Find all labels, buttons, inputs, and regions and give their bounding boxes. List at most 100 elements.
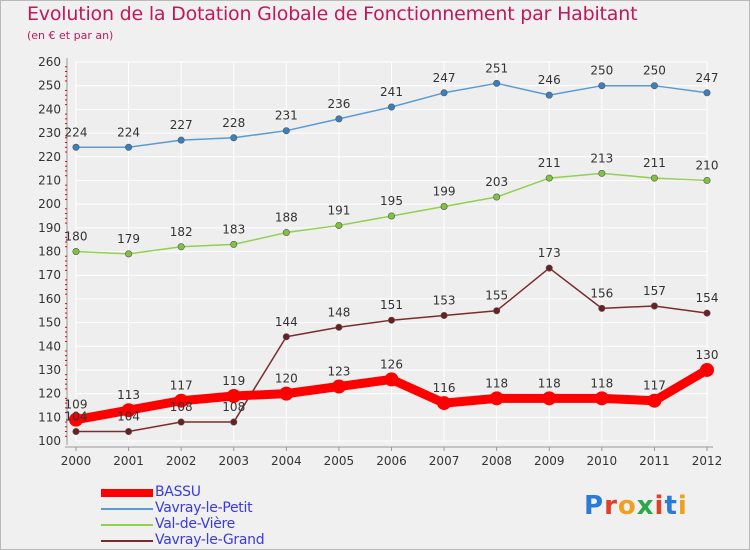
data-point-vavray-le-petit: [493, 79, 501, 87]
x-tick-label: 2006: [376, 454, 407, 468]
data-label-val-de-vi-re: 183: [222, 222, 245, 236]
chart-title: Evolution de la Dotation Globale de Fonc…: [27, 3, 638, 25]
data-label-vavray-le-grand: 173: [538, 246, 561, 260]
data-point-bassu: [226, 388, 241, 403]
data-label-bassu: 118: [538, 376, 561, 390]
legend-label: BASSU: [155, 484, 201, 500]
data-point-bassu: [331, 379, 346, 394]
logo-letter: r: [604, 491, 618, 521]
data-label-layer: 104 104 108 108 144 148 151 153 155 173 156 157 154 1…: [65, 61, 719, 423]
logo-letter: x: [636, 491, 655, 521]
chart-legend: BASSU Vavray-le-Petit Val-de-Vière Vavra…: [101, 484, 321, 549]
data-label-bassu: 126: [380, 357, 403, 371]
data-point-vavray-le-grand: [282, 333, 290, 341]
y-tick-label: 240: [38, 102, 61, 116]
data-label-vavray-le-grand: 156: [590, 286, 613, 300]
data-label-vavray-le-grand: 148: [327, 305, 350, 319]
data-point-val-de-vi-re: [335, 221, 343, 229]
data-label-val-de-vi-re: 182: [170, 225, 193, 239]
data-point-vavray-le-petit: [72, 143, 80, 151]
y-tick-label: 140: [38, 339, 61, 353]
data-point-val-de-vi-re: [598, 169, 606, 177]
data-point-vavray-le-petit: [387, 103, 395, 111]
data-label-bassu: 119: [222, 374, 245, 388]
data-label-val-de-vi-re: 199: [433, 184, 456, 198]
data-label-vavray-le-petit: 251: [485, 61, 508, 75]
data-label-vavray-le-petit: 228: [222, 116, 245, 130]
data-point-vavray-le-grand: [125, 428, 133, 436]
data-label-val-de-vi-re: 188: [275, 211, 298, 225]
data-label-vavray-le-grand: 154: [696, 291, 719, 305]
data-label-bassu: 117: [643, 379, 666, 393]
y-tick-label: 210: [38, 173, 61, 187]
x-tick-label: 2012: [692, 454, 723, 468]
data-label-bassu: 116: [433, 381, 456, 395]
y-tick-label: 160: [38, 292, 61, 306]
y-tick-label: 150: [38, 316, 61, 330]
chart-subtitle: (en € et par an): [27, 29, 114, 42]
data-label-val-de-vi-re: 195: [380, 194, 403, 208]
data-label-val-de-vi-re: 210: [696, 158, 719, 172]
data-label-vavray-le-petit: 250: [590, 64, 613, 78]
data-point-vavray-le-grand: [177, 418, 185, 426]
y-tick-label: 100: [38, 434, 61, 448]
data-label-vavray-le-grand: 153: [433, 293, 456, 307]
legend-swatch: [101, 508, 153, 510]
data-label-val-de-vi-re: 180: [65, 230, 88, 244]
data-point-vavray-le-petit: [703, 89, 711, 97]
x-tick-label: 2010: [587, 454, 618, 468]
legend-swatch: [101, 524, 153, 526]
data-point-vavray-le-grand: [230, 418, 238, 426]
y-tick-label: 170: [38, 268, 61, 282]
data-point-vavray-le-petit: [177, 136, 185, 144]
data-point-bassu: [542, 391, 557, 406]
x-tick-label: 2001: [113, 454, 144, 468]
data-point-val-de-vi-re: [493, 193, 501, 201]
logo-letter: P: [584, 491, 605, 521]
data-label-vavray-le-petit: 247: [696, 71, 719, 85]
data-label-vavray-le-petit: 227: [170, 118, 193, 132]
x-tick-label: 2007: [429, 454, 460, 468]
x-tick-label: 2000: [61, 454, 92, 468]
legend-item-bassu: BASSU: [101, 484, 321, 501]
x-tick-label: 2003: [218, 454, 249, 468]
legend-item-val-de-viere: Val-de-Vière: [101, 516, 321, 533]
data-point-bassu: [279, 386, 294, 401]
data-point-bassu: [489, 391, 504, 406]
data-label-vavray-le-grand: 157: [643, 284, 666, 298]
data-point-vavray-le-grand: [440, 311, 448, 319]
legend-item-vavray-le-grand: Vavray-le-Grand: [101, 532, 321, 549]
logo-letter: o: [617, 491, 637, 521]
data-point-val-de-vi-re: [703, 176, 711, 184]
y-tick-label: 260: [38, 55, 61, 69]
data-point-vavray-le-grand: [650, 302, 658, 310]
data-point-vavray-le-grand: [493, 307, 501, 315]
data-label-val-de-vi-re: 211: [643, 156, 666, 170]
y-tick-label: 200: [38, 197, 61, 211]
data-point-vavray-le-petit: [440, 89, 448, 97]
x-tick-label: 2008: [481, 454, 512, 468]
y-tick-label: 230: [38, 126, 61, 140]
data-label-vavray-le-grand: 108: [222, 400, 245, 414]
x-tick-label: 2011: [639, 454, 670, 468]
data-label-val-de-vi-re: 213: [590, 151, 613, 165]
data-label-vavray-le-grand: 144: [275, 315, 298, 329]
data-label-vavray-le-grand: 108: [170, 400, 193, 414]
data-point-bassu: [174, 393, 189, 408]
y-tick-label: 130: [38, 363, 61, 377]
data-point-vavray-le-grand: [335, 323, 343, 331]
data-label-vavray-le-grand: 104: [65, 410, 88, 424]
data-point-vavray-le-grand: [598, 304, 606, 312]
data-point-vavray-le-petit: [650, 82, 658, 90]
data-point-vavray-le-petit: [598, 82, 606, 90]
data-label-vavray-le-grand: 104: [117, 410, 140, 424]
legend-label: Vavray-le-Grand: [155, 532, 265, 548]
legend-swatch: [101, 540, 153, 542]
data-label-bassu: 109: [65, 398, 88, 412]
data-point-vavray-le-grand: [387, 316, 395, 324]
data-point-val-de-vi-re: [440, 202, 448, 210]
data-label-bassu: 118: [590, 376, 613, 390]
legend-swatch: [101, 489, 153, 497]
x-tick-label: 2004: [271, 454, 302, 468]
